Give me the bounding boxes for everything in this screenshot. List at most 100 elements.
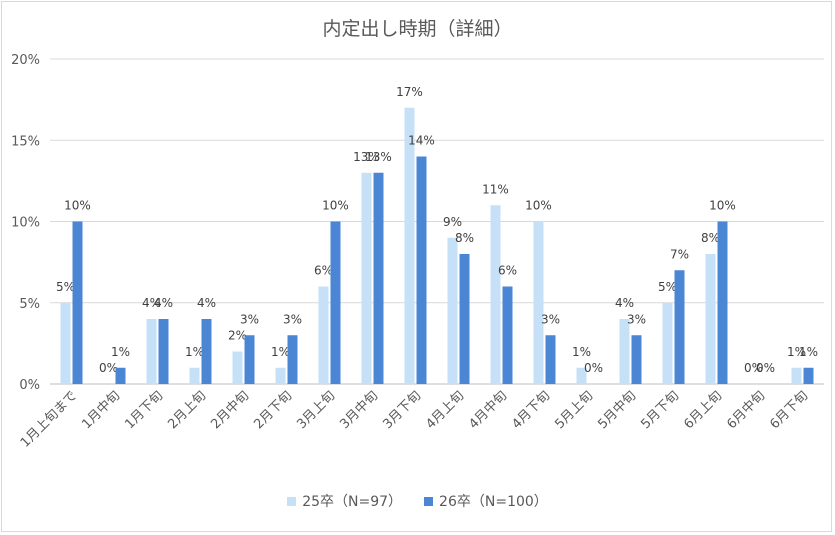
data-label-25: 8% [701, 231, 720, 245]
data-label-25: 1% [271, 345, 290, 359]
x-tick-label: 3月下旬 [380, 388, 424, 432]
legend-swatch-26 [424, 496, 434, 506]
data-label-25: 0% [744, 361, 763, 375]
data-label-26: 3% [283, 312, 302, 326]
chart-title: 内定出し時期（詳細） [322, 18, 513, 40]
bar-25 [60, 302, 71, 384]
bar-25 [447, 237, 458, 384]
data-label-26: 3% [627, 312, 646, 326]
legend-swatch-25 [287, 496, 297, 506]
bar-25 [275, 367, 286, 384]
data-label-26: 0% [584, 361, 603, 375]
bar-25 [404, 107, 415, 384]
bar-25 [705, 254, 716, 384]
data-label-26: 1% [111, 345, 130, 359]
bar-26 [201, 319, 212, 384]
data-label-25: 1% [572, 345, 591, 359]
bar-26 [158, 319, 169, 384]
chart-legend: 25卒（N=97） 26卒（N=100） [0, 491, 835, 511]
data-label-26: 4% [197, 296, 216, 310]
bar-25 [146, 319, 157, 384]
data-label-26: 14% [408, 134, 435, 148]
data-label-25: 17% [396, 85, 423, 99]
data-label-26: 4% [154, 296, 173, 310]
bar-26 [330, 221, 341, 384]
x-tick-label: 3月上旬 [294, 388, 338, 432]
x-tick-label: 1月下旬 [122, 388, 166, 432]
x-tick-label: 5月下旬 [638, 388, 682, 432]
y-tick-label: 5% [19, 297, 40, 312]
data-label-25: 10% [525, 199, 552, 213]
data-label-26: 8% [455, 231, 474, 245]
y-tick-label: 20% [11, 53, 40, 68]
data-label-26: 7% [670, 247, 689, 261]
bar-25 [662, 302, 673, 384]
x-tick-label: 3月中旬 [337, 388, 381, 432]
bar-26 [416, 156, 427, 384]
data-label-25: 5% [658, 280, 677, 294]
bar-25 [619, 319, 630, 384]
legend-label-25: 25卒（N=97） [302, 494, 403, 510]
bar-26 [373, 172, 384, 384]
x-tick-label: 4月上旬 [423, 388, 467, 432]
x-tick-label: 6月下旬 [767, 388, 811, 432]
data-label-26: 3% [541, 312, 560, 326]
y-tick-label: 15% [11, 134, 40, 149]
bar-26 [502, 286, 513, 384]
bar-26 [287, 335, 298, 384]
bar-26 [631, 335, 642, 384]
data-label-25: 4% [615, 296, 634, 310]
data-label-26: 3% [240, 312, 259, 326]
data-label-26: 13% [365, 150, 392, 164]
x-tick-label: 4月下旬 [509, 388, 553, 432]
data-label-25: 0% [99, 361, 118, 375]
bar-25 [791, 367, 802, 384]
data-label-26: 0% [756, 361, 775, 375]
bar-25 [318, 286, 329, 384]
x-tick-label: 1月上旬まで [18, 388, 80, 450]
data-label-26: 10% [709, 199, 736, 213]
data-label-26: 1% [799, 345, 818, 359]
bar-25 [361, 172, 372, 384]
x-tick-label: 4月中旬 [466, 388, 510, 432]
bar-25 [576, 367, 587, 384]
data-label-25: 9% [443, 215, 462, 229]
x-tick-label: 5月中旬 [595, 388, 639, 432]
y-tick-label: 0% [19, 378, 40, 393]
bar-25 [189, 367, 200, 384]
bar-25 [232, 351, 243, 384]
bar-25 [533, 221, 544, 384]
bar-26 [244, 335, 255, 384]
data-label-25: 6% [314, 264, 333, 278]
bar-25 [490, 205, 501, 384]
data-label-26: 6% [498, 264, 517, 278]
bar-26 [115, 367, 126, 384]
data-label-25: 13% [353, 150, 380, 164]
bar-26 [674, 270, 685, 384]
bar-26 [545, 335, 556, 384]
bar-26 [72, 221, 83, 384]
data-label-25: 1% [185, 345, 204, 359]
legend-label-26: 26卒（N=100） [439, 494, 548, 510]
x-tick-label: 2月下旬 [251, 388, 295, 432]
data-label-25: 1% [787, 345, 806, 359]
legend-item-25: 25卒（N=97） [287, 491, 402, 511]
bar-26 [803, 367, 814, 384]
data-label-25: 4% [142, 296, 161, 310]
x-tick-label: 6月上旬 [681, 388, 725, 432]
data-label-25: 5% [56, 280, 75, 294]
data-label-25: 2% [228, 329, 247, 343]
x-tick-label: 5月上旬 [552, 388, 596, 432]
bar-26 [459, 254, 470, 384]
data-label-26: 10% [64, 199, 91, 213]
bar-26 [717, 221, 728, 384]
x-tick-label: 2月上旬 [165, 388, 209, 432]
x-tick-label: 6月中旬 [724, 388, 768, 432]
legend-item-26: 26卒（N=100） [424, 491, 548, 511]
x-tick-label: 1月中旬 [79, 388, 123, 432]
y-tick-label: 10% [11, 216, 40, 231]
data-label-25: 11% [482, 182, 509, 196]
x-tick-label: 2月中旬 [208, 388, 252, 432]
data-label-26: 10% [322, 199, 349, 213]
